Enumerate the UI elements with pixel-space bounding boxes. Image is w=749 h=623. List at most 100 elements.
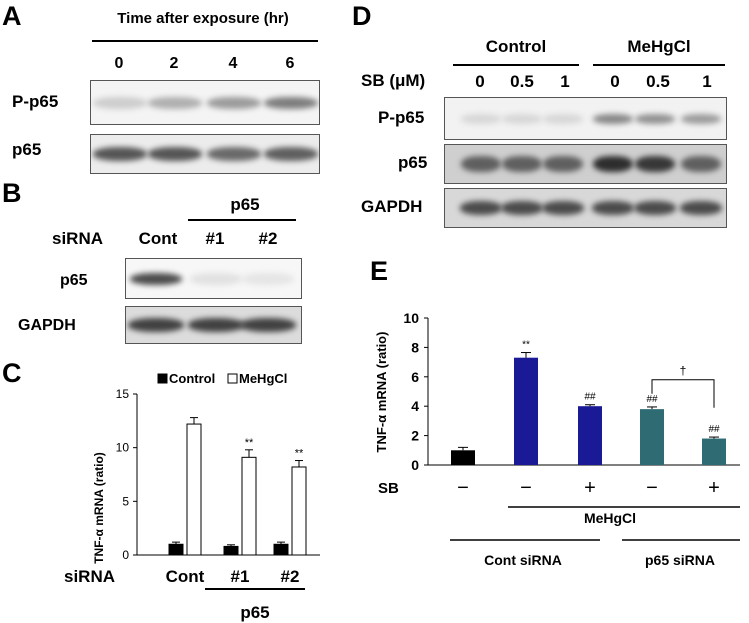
panel-b-gapdh-band-1 (188, 318, 244, 332)
panel-d-lane-0: 0 (475, 72, 485, 91)
panel-d-p-p65-band-4 (635, 113, 675, 124)
panel-e-chart: TNF-α mRNA (ratio) SB MeHgCl Cont siRNA … (374, 310, 740, 568)
panel-b-group-line (188, 219, 296, 221)
panel-c-ytick-label-0: 0 (122, 548, 129, 562)
panel-d-p65-band-0 (461, 156, 501, 172)
panel-c-legend-swatch-control (157, 373, 168, 384)
panel-a-p-p65-band-2 (207, 96, 261, 109)
panel-e-bracket-symbol: † (680, 364, 687, 378)
panel-b-blot-p65 (125, 258, 302, 299)
panel-b-gapdh-band-0 (128, 318, 184, 332)
panel-d-lane-1: 0.5 (510, 72, 534, 91)
panel-e-annotation-1: ** (522, 340, 530, 351)
panel-a-p65-band-3 (264, 147, 318, 161)
panel-e-annotation-2: ## (584, 392, 596, 403)
panel-b-lane-1: #1 (205, 229, 225, 248)
panel-b-lane-2: #2 (258, 229, 278, 248)
panel-d-gapdh-band-1 (501, 201, 543, 215)
panel-a-p-p65-band-1 (148, 96, 202, 109)
panel-d-p65-band-2 (543, 156, 583, 172)
panel-d-group-control: Control (485, 37, 547, 56)
panel-d-p-p65-band-0 (461, 113, 501, 124)
panel-e-ytick-label-3: 6 (411, 369, 419, 385)
panel-d-p-p65-band-2 (543, 113, 583, 124)
panel-c-bar-mehgcl-0 (186, 423, 202, 556)
panel-e-bar-0 (451, 450, 475, 465)
panel-c-legend-swatch-mehgcl (227, 373, 238, 384)
panel-d-blot-p-p65 (444, 97, 727, 140)
panel-d-group-mehgcl: MeHgCl (627, 37, 691, 56)
panel-e-ytick-label-5: 10 (403, 310, 419, 326)
panel-e-label: E (370, 256, 389, 286)
panel-a-p65-band-0 (93, 147, 147, 161)
panel-e-bar-4 (702, 438, 726, 465)
panel-c-ytick-label-3: 15 (116, 387, 130, 401)
panel-e-group-p65-sirna: p65 siRNA (645, 552, 715, 568)
panel-b-p65-band-2 (242, 272, 294, 285)
panel-d-gapdh-band-4 (634, 201, 676, 215)
panel-e-group-cont-sirna: Cont siRNA (484, 552, 562, 568)
panel-e-ytick-label-1: 2 (411, 428, 419, 444)
panel-d-label: D (352, 1, 372, 31)
panel-c-category-1: #1 (231, 567, 250, 586)
panel-e-bar-1 (514, 357, 538, 465)
panel-e-ytick-label-4: 8 (411, 339, 419, 355)
panel-c-bar-mehgcl-2 (291, 466, 307, 556)
panel-e-ytick-label-0: 0 (411, 457, 419, 473)
panel-c-ylabel: TNF-α mRNA (ratio) (92, 452, 106, 564)
panel-d-p65-band-5 (681, 156, 721, 172)
panel-a-row-label-p65: p65 (12, 140, 42, 159)
panel-b-p65-band-1 (190, 272, 242, 285)
panel-d-p-p65-band-5 (681, 113, 721, 124)
panel-c-category-0: Cont (166, 567, 205, 586)
panel-e-bar-2 (578, 406, 602, 465)
panel-d-blot-p65 (444, 144, 727, 184)
panel-d-gapdh-band-3 (592, 201, 634, 215)
panel-d-blot-gapdh (444, 188, 727, 228)
panel-d-p65-band-1 (502, 156, 542, 172)
panel-b-gapdh-band-2 (240, 318, 296, 332)
panel-c-legend-control: Control (169, 371, 215, 386)
panel-a-lane-3: 6 (285, 55, 295, 72)
panel-a-header-line (92, 40, 318, 42)
panel-a-p65-band-1 (148, 147, 202, 161)
panel-d-control-line (453, 64, 579, 66)
panel-d-gapdh-band-5 (680, 201, 722, 215)
panel-d-p-p65-band-3 (593, 113, 633, 124)
panel-d-mehgcl-line (593, 64, 725, 66)
panel-d-row-label-p-p65: P-p65 (378, 108, 425, 127)
panel-c-row-label: siRNA (64, 567, 115, 586)
panel-e-sb-sign-1: − (520, 477, 532, 499)
panel-c-bar-control-1 (223, 545, 239, 556)
panel-e-ytick-label-2: 4 (411, 398, 419, 414)
panel-c-group-label: p65 (240, 603, 269, 622)
panel-b-lane-cont: Cont (138, 229, 178, 248)
panel-e-treatment-label: MeHgCl (584, 510, 636, 526)
panel-b-label: B (2, 178, 22, 208)
panel-c-bar-control-0 (168, 543, 184, 556)
panel-a-blot-p-p65 (90, 80, 320, 125)
panel-d-lane-2: 1 (560, 72, 570, 91)
panel-e-sb-sign-0: − (457, 477, 469, 499)
panel-d-p65-band-4 (635, 156, 675, 172)
panel-e-annotation-3: ## (646, 394, 658, 405)
panel-c-chart: TNF-α mRNA (ratio) siRNA p65 0 5 10 15 Cont *… (64, 371, 320, 622)
panel-e-bar-3 (640, 409, 664, 465)
panel-e-sb-sign-3: − (646, 477, 658, 499)
panel-a-p-p65-band-3 (264, 96, 318, 109)
panel-c-ytick-label-1: 5 (122, 494, 129, 508)
panel-c-bar-mehgcl-1 (241, 456, 257, 556)
panel-d-lane-4: 0.5 (646, 72, 670, 91)
panel-b-blot-gapdh (125, 306, 302, 344)
panel-d-row-label-sb: SB (μM) (361, 71, 426, 90)
panel-d-row-label-gapdh: GAPDH (361, 197, 423, 216)
panel-b-group-label: p65 (230, 195, 260, 214)
panel-c-annotation-2: ** (295, 448, 304, 460)
panel-e-ylabel: TNF-α mRNA (ratio) (374, 332, 389, 453)
panel-d-lane-3: 0 (610, 72, 620, 91)
panel-b-row-label-gapdh: GAPDH (18, 317, 76, 334)
panel-e-sb-sign-2: + (584, 477, 596, 499)
panel-b-p65-band-0 (130, 272, 182, 285)
panel-e-annotation-4: ## (708, 424, 720, 435)
panel-a-lane-2: 4 (228, 55, 238, 72)
